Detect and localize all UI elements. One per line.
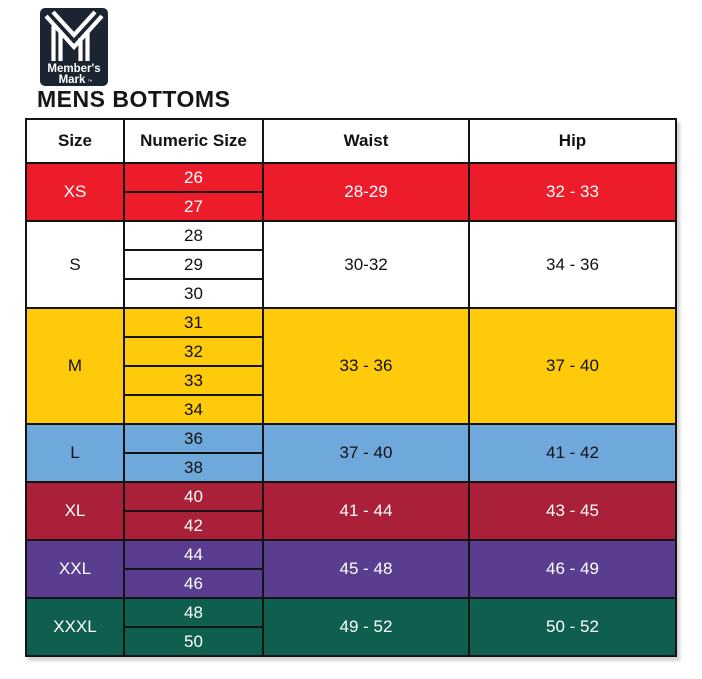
numeric-size-28: 28 [123,220,264,251]
numeric-size-29: 29 [123,249,264,280]
size-group-row-s-1: 29 [26,249,676,280]
hip-range-xl: 43 - 45 [468,481,677,541]
size-group-row-xxl-0: XXL 44 45 - 48 46 - 49 [25,539,677,599]
size-label-xl: XL [25,481,125,541]
column-header-numeric-size: Numeric Size [123,118,264,164]
size-group-row-m-1: 32 [26,336,676,367]
table-body: XS 26 28-29 32 - 33 27 S 28 30-32 34 - 36 29 30 M 31… [25,162,677,657]
size-group-row-xl-1: 42 [26,510,676,541]
waist-range-s: 30-32 [262,220,470,309]
table-head: Size Numeric Size Waist Hip [25,118,677,164]
waist-range-m: 33 - 36 [262,307,470,425]
size-label-xxxl: XXXL [25,597,125,657]
numeric-size-42: 42 [123,510,264,541]
numeric-size-48: 48 [123,597,264,628]
size-group-row-xxxl-0: XXXL 48 49 - 52 50 - 52 [25,597,677,657]
numeric-size-30: 30 [123,278,264,309]
size-group-row-m-3: 34 [26,394,676,425]
hip-range-xs: 32 - 33 [468,162,677,222]
members-mark-logo: Member's Mark ™ [40,8,108,86]
hip-range-l: 41 - 42 [468,423,677,483]
numeric-size-40: 40 [123,481,264,512]
numeric-size-31: 31 [123,307,264,338]
numeric-size-36: 36 [123,423,264,454]
column-header-hip: Hip [468,118,677,164]
size-group-row-m-0: M 31 33 - 36 37 - 40 [25,307,677,425]
waist-range-xxl: 45 - 48 [262,539,470,599]
numeric-size-26: 26 [123,162,264,193]
size-label-l: L [25,423,125,483]
waist-range-xs: 28-29 [262,162,470,222]
size-group-row-s-2: 30 [26,278,676,309]
page-title: MENS BOTTOMS [37,86,231,112]
size-label-xxl: XXL [25,539,125,599]
column-header-size: Size [25,118,125,164]
numeric-size-33: 33 [123,365,264,396]
hip-range-xxxl: 50 - 52 [468,597,677,657]
size-chart-container: Size Numeric Size Waist Hip XS 26 28-29 32 - 3… [25,118,677,657]
size-chart-table: Size Numeric Size Waist Hip XS 26 28-29 32 - 3… [25,118,677,657]
size-label-xs: XS [25,162,125,222]
column-header-waist: Waist [262,118,470,164]
hip-range-s: 34 - 36 [468,220,677,309]
waist-range-xxxl: 49 - 52 [262,597,470,657]
size-group-row-s-0: S 28 30-32 34 - 36 [25,220,677,309]
logo-text-mark: Mark [59,74,86,86]
size-group-row-xs-1: 27 [26,191,676,222]
numeric-size-32: 32 [123,336,264,367]
logo-text-members: Member's [47,63,100,75]
hip-range-xxl: 46 - 49 [468,539,677,599]
size-group-row-xxl-1: 46 [26,568,676,599]
hip-range-m: 37 - 40 [468,307,677,425]
size-group-row-m-2: 33 [26,365,676,396]
size-group-row-l-0: L 36 37 - 40 41 - 42 [25,423,677,483]
size-group-row-xl-0: XL 40 41 - 44 43 - 45 [25,481,677,541]
size-group-row-xxxl-1: 50 [26,626,676,657]
members-mark-logo-icon: Member's Mark ™ [40,8,108,86]
numeric-size-44: 44 [123,539,264,570]
numeric-size-46: 46 [123,568,264,599]
numeric-size-38: 38 [123,452,264,483]
numeric-size-27: 27 [123,191,264,222]
logo-trademark: ™ [88,79,93,85]
size-group-row-xs-0: XS 26 28-29 32 - 33 [25,162,677,222]
waist-range-xl: 41 - 44 [262,481,470,541]
numeric-size-50: 50 [123,626,264,657]
numeric-size-34: 34 [123,394,264,425]
size-group-row-l-1: 38 [26,452,676,483]
size-label-s: S [25,220,125,309]
header-row: Size Numeric Size Waist Hip [25,118,677,164]
waist-range-l: 37 - 40 [262,423,470,483]
size-label-m: M [25,307,125,425]
